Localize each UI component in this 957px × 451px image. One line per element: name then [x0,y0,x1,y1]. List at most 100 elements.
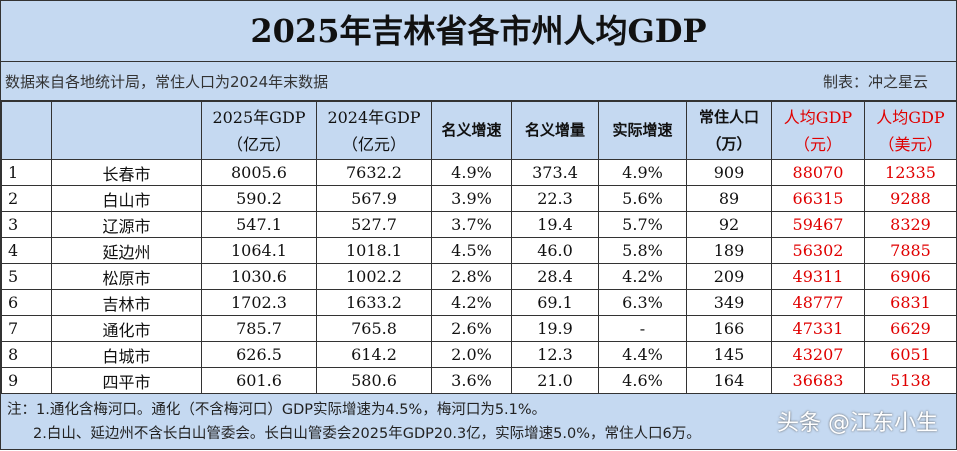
nominal-increase-cell: 21.0 [511,367,599,394]
header-cell: 人均GDP （美元） [864,101,957,160]
header-cell: 常住人口 （万） [686,101,772,160]
page-title: 2025年吉林省各市州人均GDP [1,1,956,62]
nominal-increase-cell: 373.4 [511,159,599,186]
city-cell: 松原市 [51,263,202,290]
gdp-2025-cell: 601.6 [201,367,317,394]
real-growth-cell: 5.7% [598,211,687,238]
header-label: 人均GDP [783,107,853,127]
header-label: 2025年GDP [212,107,306,127]
note-1: 注：1.通化含梅河口。通化（不含梅河口）GDP实际增速为4.5%，梅河口为5.1… [7,402,547,418]
city-cell: 辽源市 [51,211,202,238]
nominal-growth-cell: 2.6% [431,315,512,342]
gdp-2024-cell: 580.6 [316,367,432,394]
header-cell: 人均GDP （元） [771,101,865,160]
gdp-per-capita-cny-cell: 56302 [771,237,865,264]
rank-cell: 5 [1,263,52,290]
nominal-growth-cell: 3.6% [431,367,512,394]
table-row: 7 通化市 785.7 765.8 2.6% 19.9-166 47331 6629 [1,315,957,342]
header-row: 2025年GDP （亿元） 2024年GDP （亿元） 名义增速 名义增量 实际增速 常住人口… [1,101,957,160]
rank-cell: 8 [1,341,52,368]
real-growth-cell: - [598,315,687,342]
maker-credit: 制表：冲之星云 [822,73,928,91]
gdp-per-capita-usd-cell: 7885 [864,237,957,264]
population-cell: 909 [686,159,772,186]
gdp-2024-cell: 614.2 [316,341,432,368]
real-growth-cell: 4.9% [598,159,687,186]
gdp-2025-cell: 785.7 [201,315,317,342]
table-row: 5 松原市 1030.6 1002.2 2.8% 28.4 4.2% 209 49311 6906 [1,263,957,290]
table-row: 3 辽源市 547.1 527.7 3.7% 19.4 5.7% 92 59467 8329 [1,211,957,238]
gdp-per-capita-cny-cell: 47331 [771,315,865,342]
rank-cell: 3 [1,211,52,238]
nominal-growth-cell: 4.2% [431,289,512,316]
city-cell: 白山市 [51,185,202,212]
real-growth-cell: 5.8% [598,237,687,264]
header-unit: （万） [706,134,752,153]
nominal-growth-cell: 2.0% [431,341,512,368]
nominal-growth-cell: 3.7% [431,211,512,238]
gdp-per-capita-usd-cell: 9288 [864,185,957,212]
population-cell: 145 [686,341,772,368]
header-index [1,101,52,160]
gdp-per-capita-cny-cell: 49311 [771,263,865,290]
header-cell: 实际增速 [598,101,687,160]
header-cell: 名义增量 [511,101,599,160]
table-row: 8 白城市 626.5 614.2 2.0% 12.3 4.4% 145 43207 6051 [1,341,957,368]
population-cell: 164 [686,367,772,394]
real-growth-cell: 4.2% [598,263,687,290]
data-table: 2025年GDP （亿元） 2024年GDP （亿元） 名义增速 名义增量 实际增速 常住人口… [1,101,957,394]
header-label: 常住人口 [698,107,759,126]
city-cell: 吉林市 [51,289,202,316]
table-row: 2 白山市 590.2 567.9 3.9% 22.3 5.6% 89 66315 9288 [1,185,957,212]
gdp-per-capita-usd-cell: 12335 [864,159,957,186]
gdp-2025-cell: 1064.1 [201,237,317,264]
gdp-per-capita-usd-cell: 6629 [864,315,957,342]
rank-cell: 9 [1,367,52,394]
gdp-2024-cell: 1018.1 [316,237,432,264]
watermark: 头条 @江东小生 [777,411,938,436]
header-cell: 2025年GDP （亿元） [201,101,317,160]
nominal-growth-cell: 3.9% [431,185,512,212]
gdp-per-capita-usd-cell: 6906 [864,263,957,290]
gdp-2025-cell: 1030.6 [201,263,317,290]
population-cell: 209 [686,263,772,290]
gdp-per-capita-cny-cell: 88070 [771,159,865,186]
nominal-growth-cell: 2.8% [431,263,512,290]
population-cell: 89 [686,185,772,212]
header-cell: 2024年GDP （亿元） [316,101,432,160]
rank-cell: 7 [1,315,52,342]
notes: 注：1.通化含梅河口。通化（不含梅河口）GDP实际增速为4.5%，梅河口为5.1… [1,394,956,451]
rank-cell: 4 [1,237,52,264]
city-cell: 长春市 [51,159,202,186]
gdp-2024-cell: 765.8 [316,315,432,342]
table-row: 9 四平市 601.6 580.6 3.6% 21.0 4.6% 164 36683 5138 [1,367,957,394]
header-cell: 名义增速 [431,101,512,160]
header-label: 2024年GDP [327,107,421,127]
gdp-2025-cell: 590.2 [201,185,317,212]
header-label: 名义增速 [441,121,502,139]
gdp-per-capita-cny-cell: 36683 [771,367,865,394]
gdp-2025-cell: 626.5 [201,341,317,368]
gdp-2024-cell: 527.7 [316,211,432,238]
gdp-per-capita-cny-cell: 59467 [771,211,865,238]
gdp-per-capita-cny-cell: 66315 [771,185,865,212]
real-growth-cell: 4.6% [598,367,687,394]
header-unit: （美元） [878,134,943,154]
gdp-per-capita-usd-cell: 6831 [864,289,957,316]
source-line: 数据来自各地统计局，常住人口为2024年末数据 制表：冲之星云 [1,62,956,101]
city-cell: 四平市 [51,367,202,394]
gdp-2024-cell: 1002.2 [316,263,432,290]
header-unit: （亿元） [341,134,406,154]
gdp-per-capita-usd-cell: 8329 [864,211,957,238]
gdp-2025-cell: 547.1 [201,211,317,238]
gdp-2025-cell: 1702.3 [201,289,317,316]
city-cell: 白城市 [51,341,202,368]
header-label: 实际增速 [612,121,673,139]
gdp-per-capita-cny-cell: 48777 [771,289,865,316]
nominal-increase-cell: 22.3 [511,185,599,212]
city-cell: 延边州 [51,237,202,264]
header-unit: （亿元） [226,134,291,154]
header-label: 名义增量 [524,121,585,139]
rank-cell: 6 [1,289,52,316]
